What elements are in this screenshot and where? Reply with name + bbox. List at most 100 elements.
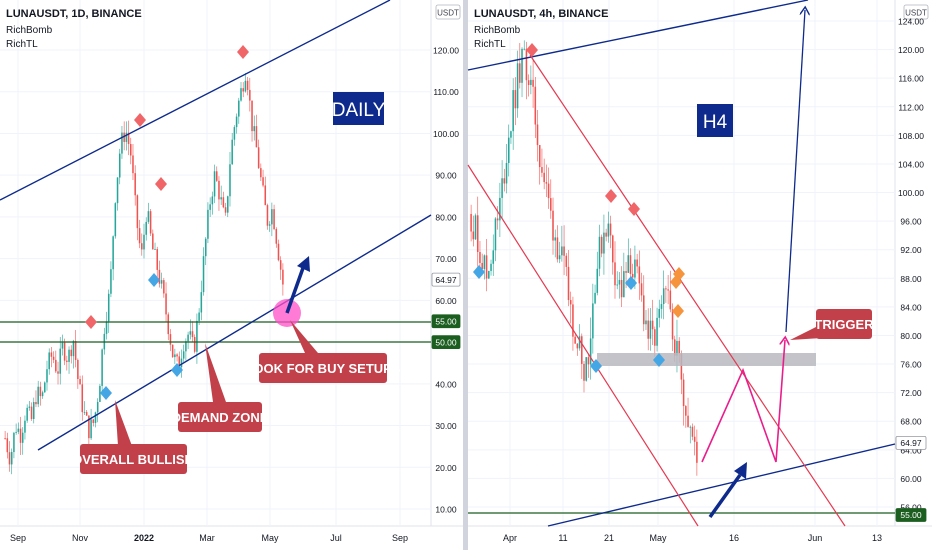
candle-body: [481, 262, 483, 270]
candle-body: [85, 412, 88, 416]
price-badge-label: 64.97: [435, 275, 457, 285]
price-axis-tick-label: 76.00: [900, 360, 922, 370]
price-axis-tick-label: 90.00: [435, 171, 457, 181]
candle-body: [143, 234, 145, 250]
price-axis-tick-label: 88.00: [900, 274, 922, 284]
candle-body: [224, 207, 227, 213]
candle-body: [204, 238, 207, 257]
candle-body: [229, 164, 231, 197]
daily-chart-panel: LOOK FOR BUY SETUPS DEMAND ZONE OVERALL …: [0, 0, 463, 550]
candle-body: [17, 428, 20, 432]
candle-body: [505, 163, 508, 184]
candle-body: [238, 100, 240, 117]
candle-body: [235, 116, 238, 128]
candle-body: [264, 185, 267, 206]
panel-divider: [463, 0, 468, 550]
overall-bullish-callout-box: [80, 444, 187, 474]
candle-body: [612, 235, 614, 263]
h4-candles: [470, 40, 698, 476]
candle-body: [696, 441, 698, 463]
time-axis-tick-label: Mar: [199, 533, 215, 543]
candle-body: [147, 211, 150, 222]
candle-body: [260, 168, 262, 178]
time-axis-tick-label: Nov: [72, 533, 89, 543]
candle-body: [282, 269, 284, 285]
candle-body: [273, 209, 275, 230]
candle-body: [63, 342, 66, 361]
candle-body: [165, 293, 167, 315]
candle-body: [647, 320, 649, 339]
candle-body: [21, 432, 24, 443]
candle-body: [594, 292, 596, 304]
candle-body: [669, 290, 672, 310]
h4-demand-zone-box: [597, 353, 816, 366]
h4-chart-panel: TRIGGER H4 LUNAUSDT, 4h, BINANCE RichBom…: [467, 0, 932, 550]
price-badge-label: 64.97: [900, 438, 922, 448]
time-axis-tick-label: 16: [729, 533, 739, 543]
candle-body: [185, 341, 187, 352]
trigger-callout-box: [816, 309, 872, 339]
price-axis-tick-label: 120.00: [433, 46, 459, 56]
time-axis-tick-label: Sep: [10, 533, 26, 543]
candle-body: [534, 86, 537, 125]
candle-body: [673, 339, 676, 356]
h4-grid: [468, 0, 895, 526]
candle-body: [191, 331, 194, 338]
candle-body: [492, 250, 495, 264]
price-axis-tick-label: 72.00: [900, 388, 922, 398]
candle-body: [519, 63, 521, 83]
candle-body: [48, 352, 50, 370]
price-axis-tick-label: 104.00: [898, 159, 924, 169]
candle-body: [187, 334, 189, 342]
demand-zone-label: DEMAND ZONE: [172, 410, 269, 425]
demand-zone-callout-box: [178, 402, 262, 432]
candle-body: [244, 80, 247, 92]
daily-channel-lower-line: [37, 214, 432, 451]
price-axis-tick-label: 30.00: [435, 421, 457, 431]
candle-body: [658, 308, 661, 318]
candle-body: [26, 407, 28, 421]
candle-body: [266, 205, 269, 226]
candle-body: [629, 255, 632, 274]
candle-body: [631, 273, 634, 278]
candle-body: [490, 263, 492, 271]
candle-body: [15, 431, 17, 433]
candle-body: [74, 340, 77, 360]
daily-bullish-arrow-head: [297, 256, 310, 272]
demand-zone-callout-tail: [205, 343, 226, 402]
price-badge-label: 55.00: [900, 510, 922, 520]
candle-body: [268, 224, 271, 226]
h4-buy-diamond: [625, 276, 637, 290]
trigger-label: TRIGGER: [814, 317, 874, 332]
time-axis-tick-label: May: [261, 533, 279, 543]
candle-body: [574, 336, 576, 344]
candle-body: [510, 131, 512, 138]
candle-body: [483, 255, 486, 270]
candle-body: [556, 237, 559, 260]
candle-body: [55, 359, 57, 372]
candle-body: [485, 255, 488, 279]
candle-body: [552, 210, 554, 241]
h4-price-axis-ticks: 124.00 120.00 116.00 112.00 108.00 104.00 100.…: [898, 17, 924, 513]
candle-body: [543, 172, 545, 183]
h4-channel-upper-line: [467, 0, 809, 71]
h4-buy-diamond: [653, 353, 665, 367]
candle-body: [176, 354, 178, 357]
candle-body: [596, 268, 599, 293]
time-axis-tick-label: Sep: [392, 533, 408, 543]
h4-descending-channel-lower: [467, 164, 699, 527]
candle-body: [691, 426, 694, 437]
candle-body: [242, 88, 244, 92]
candle-body: [160, 280, 163, 284]
candle-body: [585, 357, 587, 381]
candle-body: [163, 280, 165, 294]
candle-body: [660, 304, 663, 309]
candle-body: [523, 48, 526, 50]
candle-body: [530, 79, 532, 86]
candle-body: [649, 320, 652, 339]
candle-body: [645, 320, 647, 325]
overall-bullish-label: OVERALL BULLISH: [72, 452, 194, 467]
price-badge-label: 55.00: [435, 316, 457, 326]
